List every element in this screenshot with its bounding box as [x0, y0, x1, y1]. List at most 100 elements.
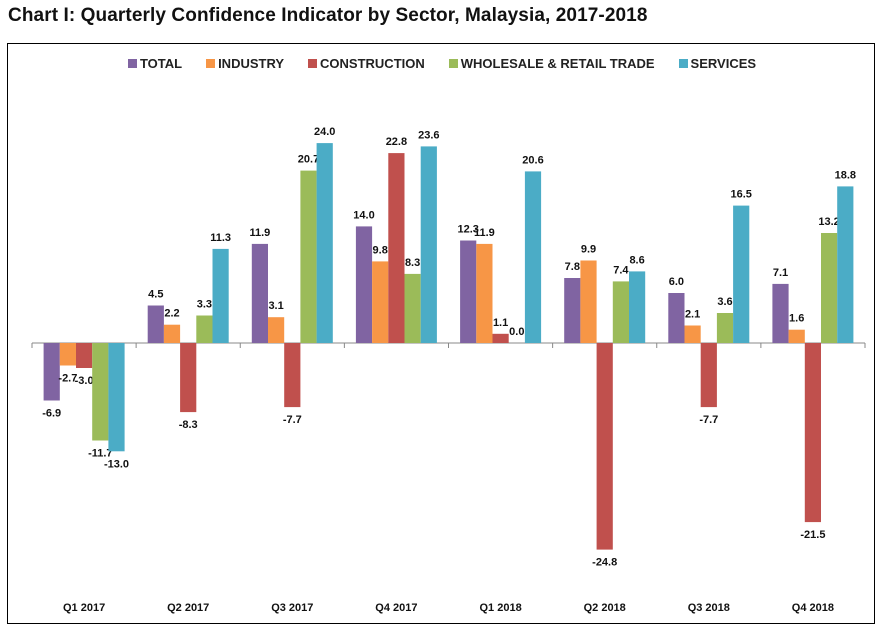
legend-item-wholesale-and-retail-trade: WHOLESALE & RETAIL TRADE [448, 56, 655, 71]
data-label-industry-q3-2018: 2.1 [685, 309, 700, 321]
data-label-services-q3-2018: 16.5 [730, 189, 751, 201]
bar-services-q2-2018 [629, 271, 646, 343]
x-tick-label: Q3 2018 [688, 602, 730, 614]
x-tick-label: Q4 2018 [792, 602, 834, 614]
bar-total-q4-2018 [772, 283, 789, 343]
data-label-wholesale-and-retail-trade-q3-2018: 3.6 [717, 296, 732, 308]
data-label-industry-q2-2017: 2.2 [164, 308, 179, 320]
bar-wholesale-and-retail-trade-q3-2018 [716, 313, 734, 343]
data-label-services-q3-2017: 24.0 [314, 126, 335, 138]
data-label-services-q2-2017: 11.3 [210, 232, 231, 244]
data-label-industry-q1-2017: -2.7 [58, 373, 77, 385]
data-label-wholesale-and-retail-trade-q1-2017: -11.7 [88, 448, 112, 460]
bar-total-q2-2017 [147, 305, 164, 343]
x-tick-label: Q4 2017 [375, 602, 417, 614]
legend-swatch [678, 59, 688, 68]
data-label-wholesale-and-retail-trade-q2-2017: 3.3 [197, 299, 212, 311]
bar-services-q2-2017 [212, 248, 229, 343]
bar-total-q4-2017 [355, 226, 373, 343]
data-label-total-q1-2018: 12.3 [457, 224, 478, 236]
legend-label: INDUSTRY [218, 56, 285, 71]
data-label-wholesale-and-retail-trade-q2-2018: 7.4 [613, 264, 629, 276]
legend-item-services: SERVICES [678, 56, 757, 71]
bar-industry-q2-2018 [580, 260, 597, 343]
legend-label: SERVICES [690, 56, 757, 71]
bar-services-q4-2018 [837, 186, 854, 343]
legend-swatch [127, 59, 137, 68]
bar-services-q1-2017 [108, 343, 125, 452]
data-label-total-q4-2018: 7.1 [773, 267, 788, 279]
data-label-total-q2-2018: 7.8 [565, 261, 580, 273]
x-tick-label: Q2 2017 [167, 602, 209, 614]
data-label-services-q2-2018: 8.6 [629, 254, 644, 266]
data-label-total-q2-2017: 4.5 [148, 289, 163, 301]
x-tick-label: Q1 2018 [479, 602, 521, 614]
bar-construction-q1-2017 [76, 343, 93, 368]
x-tick-label: Q3 2017 [271, 602, 313, 614]
data-label-wholesale-and-retail-trade-q4-2018: 13.2 [818, 216, 839, 228]
legend: TOTAL INDUSTRY CONSTRUCTION WHOLESALE & RET… [0, 56, 884, 71]
legend-swatch [206, 59, 216, 68]
data-label-industry-q1-2018: 11.9 [474, 227, 495, 239]
data-label-services-q1-2017: -13.0 [104, 458, 129, 470]
data-label-services-q4-2018: 18.8 [835, 169, 856, 181]
bar-industry-q1-2017 [59, 343, 76, 366]
bar-total-q2-2018 [564, 278, 581, 343]
data-label-construction-q2-2018: -24.8 [592, 557, 617, 569]
data-label-services-q1-2018: 20.6 [522, 154, 543, 166]
legend-item-construction: CONSTRUCTION [308, 56, 425, 71]
data-label-industry-q4-2017: 9.8 [373, 244, 388, 256]
data-label-total-q3-2017: 11.9 [249, 227, 270, 239]
bar-services-q4-2017 [420, 146, 437, 343]
bar-wholesale-and-retail-trade-q2-2017 [196, 315, 213, 343]
data-label-industry-q3-2017: 3.1 [268, 300, 283, 312]
legend-item-industry: INDUSTRY [206, 56, 284, 71]
bar-total-q3-2017 [251, 243, 268, 343]
legend-swatch [308, 59, 318, 68]
bar-wholesale-and-retail-trade-q3-2017 [300, 170, 317, 343]
bar-wholesale-and-retail-trade-q4-2017 [404, 273, 421, 343]
bar-total-q1-2017 [43, 343, 60, 401]
legend-label: CONSTRUCTION [320, 56, 425, 71]
bar-construction-q1-2018 [492, 333, 509, 343]
bar-services-q3-2018 [733, 205, 750, 343]
bar-construction-q3-2018 [700, 343, 717, 408]
x-tick-label: Q2 2018 [584, 602, 626, 614]
bar-industry-q4-2018 [788, 329, 805, 343]
bar-wholesale-and-retail-trade-q4-2018 [821, 233, 838, 343]
chart-title: Chart I: Quarterly Confidence Indicator … [8, 5, 648, 26]
data-label-industry-q4-2018: 1.6 [789, 313, 804, 325]
bar-industry-q3-2017 [268, 317, 285, 343]
legend-label: TOTAL [139, 56, 183, 71]
bar-total-q3-2018 [668, 293, 685, 343]
data-label-industry-q2-2018: 9.9 [581, 244, 596, 256]
data-label-construction-q3-2017: -7.7 [283, 414, 302, 426]
bar-construction-q2-2017 [180, 343, 197, 413]
data-label-construction-q4-2017: 22.8 [386, 136, 407, 148]
bar-total-q1-2018 [460, 240, 477, 343]
data-label-construction-q1-2018: 1.1 [493, 317, 508, 329]
data-label-services-q4-2017: 23.6 [418, 129, 439, 141]
x-tick-label: Q1 2017 [63, 602, 105, 614]
data-label-construction-q3-2018: -7.7 [699, 414, 718, 426]
bar-services-q1-2018 [524, 171, 542, 343]
data-label-construction-q4-2018: -21.5 [800, 529, 825, 541]
legend-item-total: TOTAL [127, 56, 183, 71]
bar-services-q3-2017 [316, 143, 333, 343]
bar-wholesale-and-retail-trade-q1-2017 [92, 343, 109, 441]
bar-wholesale-and-retail-trade-q2-2018 [612, 281, 629, 343]
legend-label: WHOLESALE & RETAIL TRADE [460, 56, 655, 71]
data-label-total-q3-2018: 6.0 [669, 276, 684, 288]
data-label-total-q4-2017: 14.0 [353, 209, 374, 221]
data-label-wholesale-and-retail-trade-q4-2017: 8.3 [405, 257, 420, 269]
bar-construction-q3-2017 [284, 343, 301, 408]
chart-frame [7, 43, 875, 624]
bar-construction-q4-2018 [804, 343, 821, 523]
bar-industry-q4-2017 [372, 261, 389, 343]
data-label-wholesale-and-retail-trade-q1-2018: 0.0 [509, 326, 524, 338]
bar-industry-q3-2018 [684, 325, 701, 343]
data-label-total-q1-2017: -6.9 [42, 408, 61, 420]
bar-construction-q4-2017 [388, 153, 405, 343]
legend-swatch [448, 59, 458, 68]
